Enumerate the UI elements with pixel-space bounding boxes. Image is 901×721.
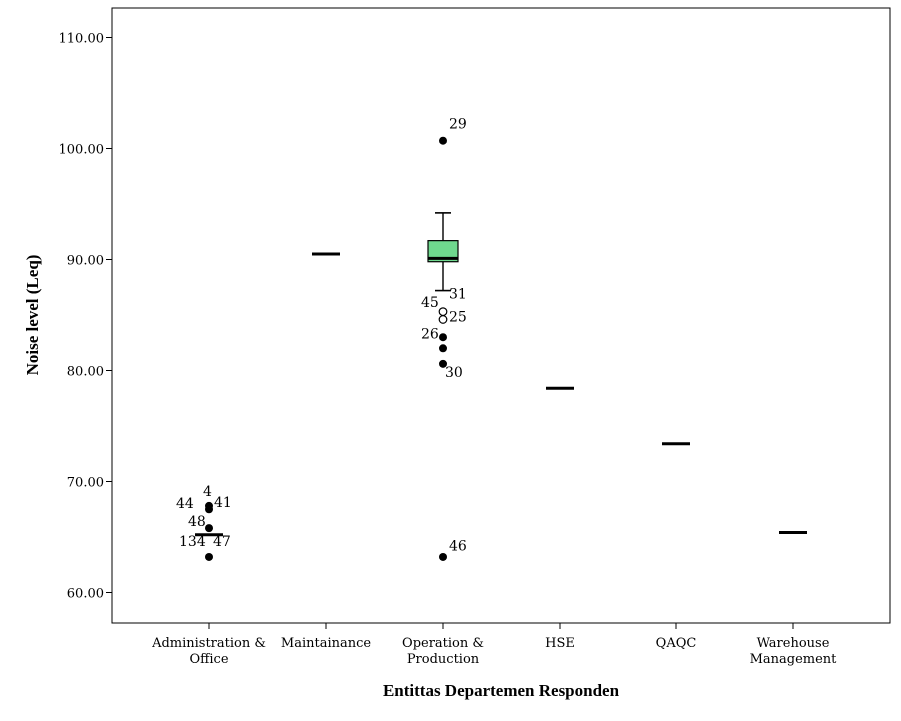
point-label: 41 xyxy=(214,495,232,511)
extreme-point xyxy=(205,552,213,561)
point-label: 4 xyxy=(203,484,212,500)
x-tick-label: Operation & xyxy=(402,636,484,651)
x-tick-label: Warehouse xyxy=(757,636,830,651)
y-tick-label: 90.00 xyxy=(67,254,104,269)
point-label: 25 xyxy=(449,310,467,326)
x-tick-label: Office xyxy=(189,652,228,667)
extreme-point xyxy=(205,505,213,514)
iqr-box xyxy=(427,240,459,263)
y-axis-ticks: 60.00 70.00 80.00 90.00 100.00 110.00 xyxy=(59,32,112,602)
extreme-point xyxy=(439,552,447,561)
x-tick-label: HSE xyxy=(545,636,575,651)
x-tick-label: Administration & xyxy=(151,636,266,651)
plot-marks xyxy=(195,136,807,561)
point-label: 47 xyxy=(213,534,231,550)
point-label: 30 xyxy=(445,365,463,381)
y-tick-label: 80.00 xyxy=(67,365,104,380)
extreme-point xyxy=(439,333,447,342)
extreme-point xyxy=(439,344,447,353)
point-label: 29 xyxy=(449,117,467,133)
point-label: 46 xyxy=(449,538,467,554)
point-label: 31 xyxy=(449,286,467,302)
y-tick-label: 60.00 xyxy=(67,587,104,602)
outlier-point xyxy=(438,307,448,317)
plot-frame xyxy=(111,7,891,624)
extreme-point xyxy=(439,359,447,368)
y-tick-label: 100.00 xyxy=(59,143,105,158)
extreme-point xyxy=(439,136,447,145)
point-label: 134 xyxy=(179,534,206,550)
x-tick-label: QAQC xyxy=(656,636,697,651)
extreme-point xyxy=(205,524,213,533)
outlier-point xyxy=(438,315,448,324)
y-tick-label: 110.00 xyxy=(59,32,105,47)
point-label: 48 xyxy=(188,514,206,530)
point-label: 44 xyxy=(176,496,194,512)
point-label: 26 xyxy=(421,326,439,342)
y-tick-label: 70.00 xyxy=(67,476,104,491)
x-axis-categories: Administration &Office Maintainance Operat… xyxy=(151,623,837,667)
x-tick-label: Management xyxy=(750,652,838,667)
x-axis-title: Entittas Departemen Responden xyxy=(383,681,620,700)
x-tick-label: Maintainance xyxy=(281,636,372,651)
x-tick-label: Production xyxy=(407,652,480,667)
y-axis-title: Noise level (Leq) xyxy=(23,255,42,376)
point-label: 45 xyxy=(421,295,439,311)
